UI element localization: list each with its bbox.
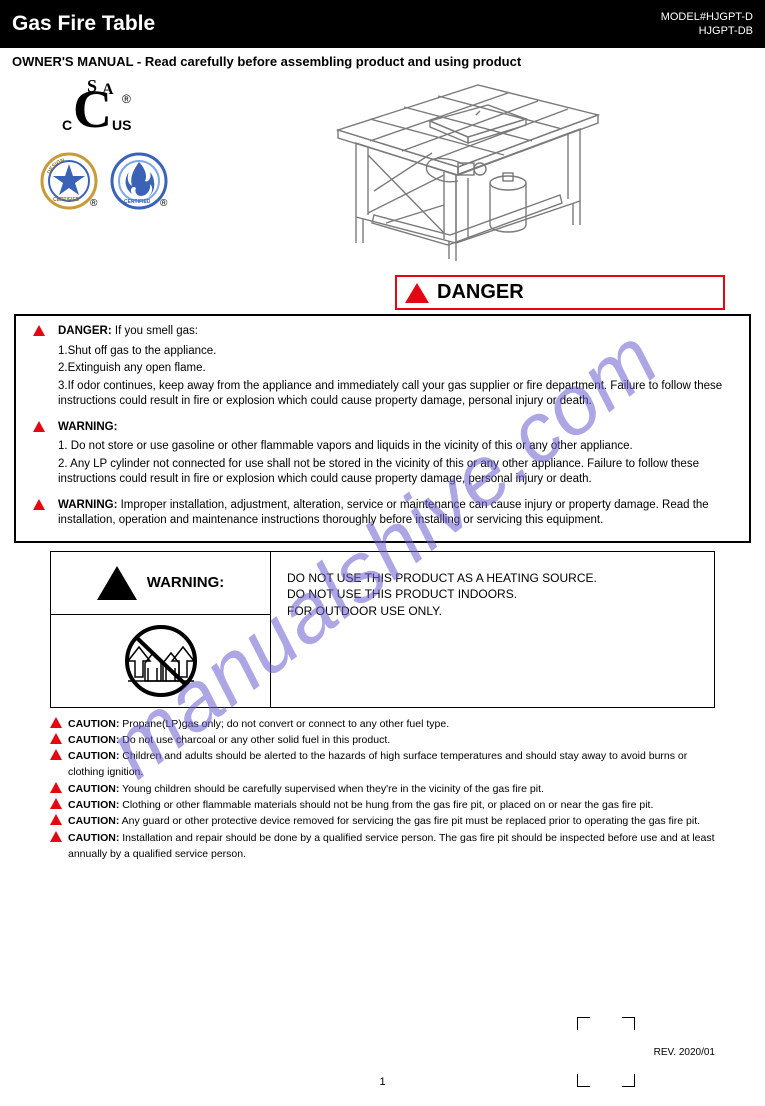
svg-text:CERTIFIED: CERTIFIED (53, 197, 80, 203)
safety-notice-box: DANGER: If you smell gas: 1.Shut off gas… (14, 314, 751, 543)
danger-item: DANGER: If you smell gas: (28, 324, 737, 340)
warning-table-line-2: DO NOT USE THIS PRODUCT INDOORS. (287, 586, 698, 603)
svg-text:®: ® (160, 198, 168, 209)
csa-logo-icon: C S A C US ® (40, 75, 140, 143)
warning-triangle-icon (50, 814, 62, 825)
danger-sub-2: 2.Extinguish any open flame. (58, 361, 737, 377)
warning-table-left: WARNING: (51, 552, 271, 707)
warning-table-line-3: FOR OUTDOOR USE ONLY. (287, 603, 698, 620)
warning-item-2: WARNING: Improper installation, adjustme… (28, 498, 737, 529)
svg-text:®: ® (90, 198, 98, 209)
warning-1-lead: WARNING: (58, 420, 117, 436)
warning-triangle-icon (50, 831, 62, 842)
svg-text:S: S (87, 76, 97, 96)
warning-table-label: WARNING: (147, 574, 225, 591)
model-number: MODEL#HJGPT-D HJGPT-DB (661, 10, 753, 39)
svg-text:A: A (102, 81, 114, 98)
svg-text:®: ® (122, 92, 131, 106)
fire-table-diagram-icon (308, 75, 608, 265)
warning-triangle-icon (50, 733, 62, 744)
caution-row-3: CAUTION: Children and adults should be a… (50, 748, 715, 781)
warning-triangle-icon (33, 421, 45, 432)
warning-table-header: WARNING: (51, 552, 270, 615)
document-header: Gas Fire Table MODEL#HJGPT-D HJGPT-DB (0, 0, 765, 48)
warning-triangle-icon (50, 782, 62, 793)
caution-row-2: CAUTION: Do not use charcoal or any othe… (50, 732, 715, 748)
danger-banner: DANGER (395, 275, 725, 310)
product-image-column (190, 75, 725, 265)
outdoor-warning-table: WARNING: DO NOT USE THIS PRODUCT AS A HE… (50, 551, 715, 708)
certification-column: C S A C US ® DESIGN CERTIFIED ® (40, 75, 190, 265)
flame-certified-badge-icon: CERTIFIED ® (110, 152, 168, 210)
owners-manual-subtitle: OWNER'S MANUAL - Read carefully before a… (0, 48, 765, 75)
hero-row: C S A C US ® DESIGN CERTIFIED ® (0, 75, 765, 265)
warning-triangle-icon (97, 566, 137, 600)
caution-row-5: CAUTION: Clothing or other flammable mat… (50, 797, 715, 813)
caution-row-7: CAUTION: Installation and repair should … (50, 830, 715, 863)
svg-text:CERTIFIED: CERTIFIED (124, 199, 151, 205)
danger-text: DANGER: If you smell gas: (58, 324, 198, 340)
danger-sub-1: 1.Shut off gas to the appliance. (58, 344, 737, 360)
no-indoor-use-icon (113, 623, 209, 699)
design-certified-badge-icon: DESIGN CERTIFIED ® (40, 152, 98, 210)
warning-triangle-icon (50, 749, 62, 760)
model-line-2: HJGPT-DB (661, 24, 753, 38)
caution-row-6: CAUTION: Any guard or other protective d… (50, 813, 715, 829)
danger-label: DANGER (437, 281, 524, 304)
revision-text: REV. 2020/01 (654, 1047, 715, 1058)
outdoor-use-pictogram (51, 615, 270, 707)
warning-table-text: DO NOT USE THIS PRODUCT AS A HEATING SOU… (271, 552, 714, 707)
danger-sub-3: 3.If odor continues, keep away from the … (58, 379, 737, 410)
warning-triangle-icon (50, 717, 62, 728)
svg-text:C: C (62, 117, 72, 133)
warning-table-line-1: DO NOT USE THIS PRODUCT AS A HEATING SOU… (287, 570, 698, 587)
warning-2-text: WARNING: Improper installation, adjustme… (58, 498, 737, 529)
caution-list: CAUTION: Propane(LP)gas only; do not con… (50, 716, 715, 862)
warning-1-sub-2: 2. Any LP cylinder not connected for use… (58, 457, 737, 488)
warning-triangle-icon (33, 499, 45, 510)
warning-triangle-icon (405, 283, 429, 303)
warning-1-sub-1: 1. Do not store or use gasoline or other… (58, 439, 737, 455)
warning-triangle-icon (33, 325, 45, 336)
page-number: 1 (0, 1076, 765, 1088)
warning-triangle-icon (50, 798, 62, 809)
svg-text:US: US (112, 117, 131, 133)
caution-row-4: CAUTION: Young children should be carefu… (50, 781, 715, 797)
model-line-1: MODEL#HJGPT-D (661, 10, 753, 24)
caution-row-1: CAUTION: Propane(LP)gas only; do not con… (50, 716, 715, 732)
product-title: Gas Fire Table (12, 12, 155, 36)
warning-item-1: WARNING: (28, 420, 737, 436)
